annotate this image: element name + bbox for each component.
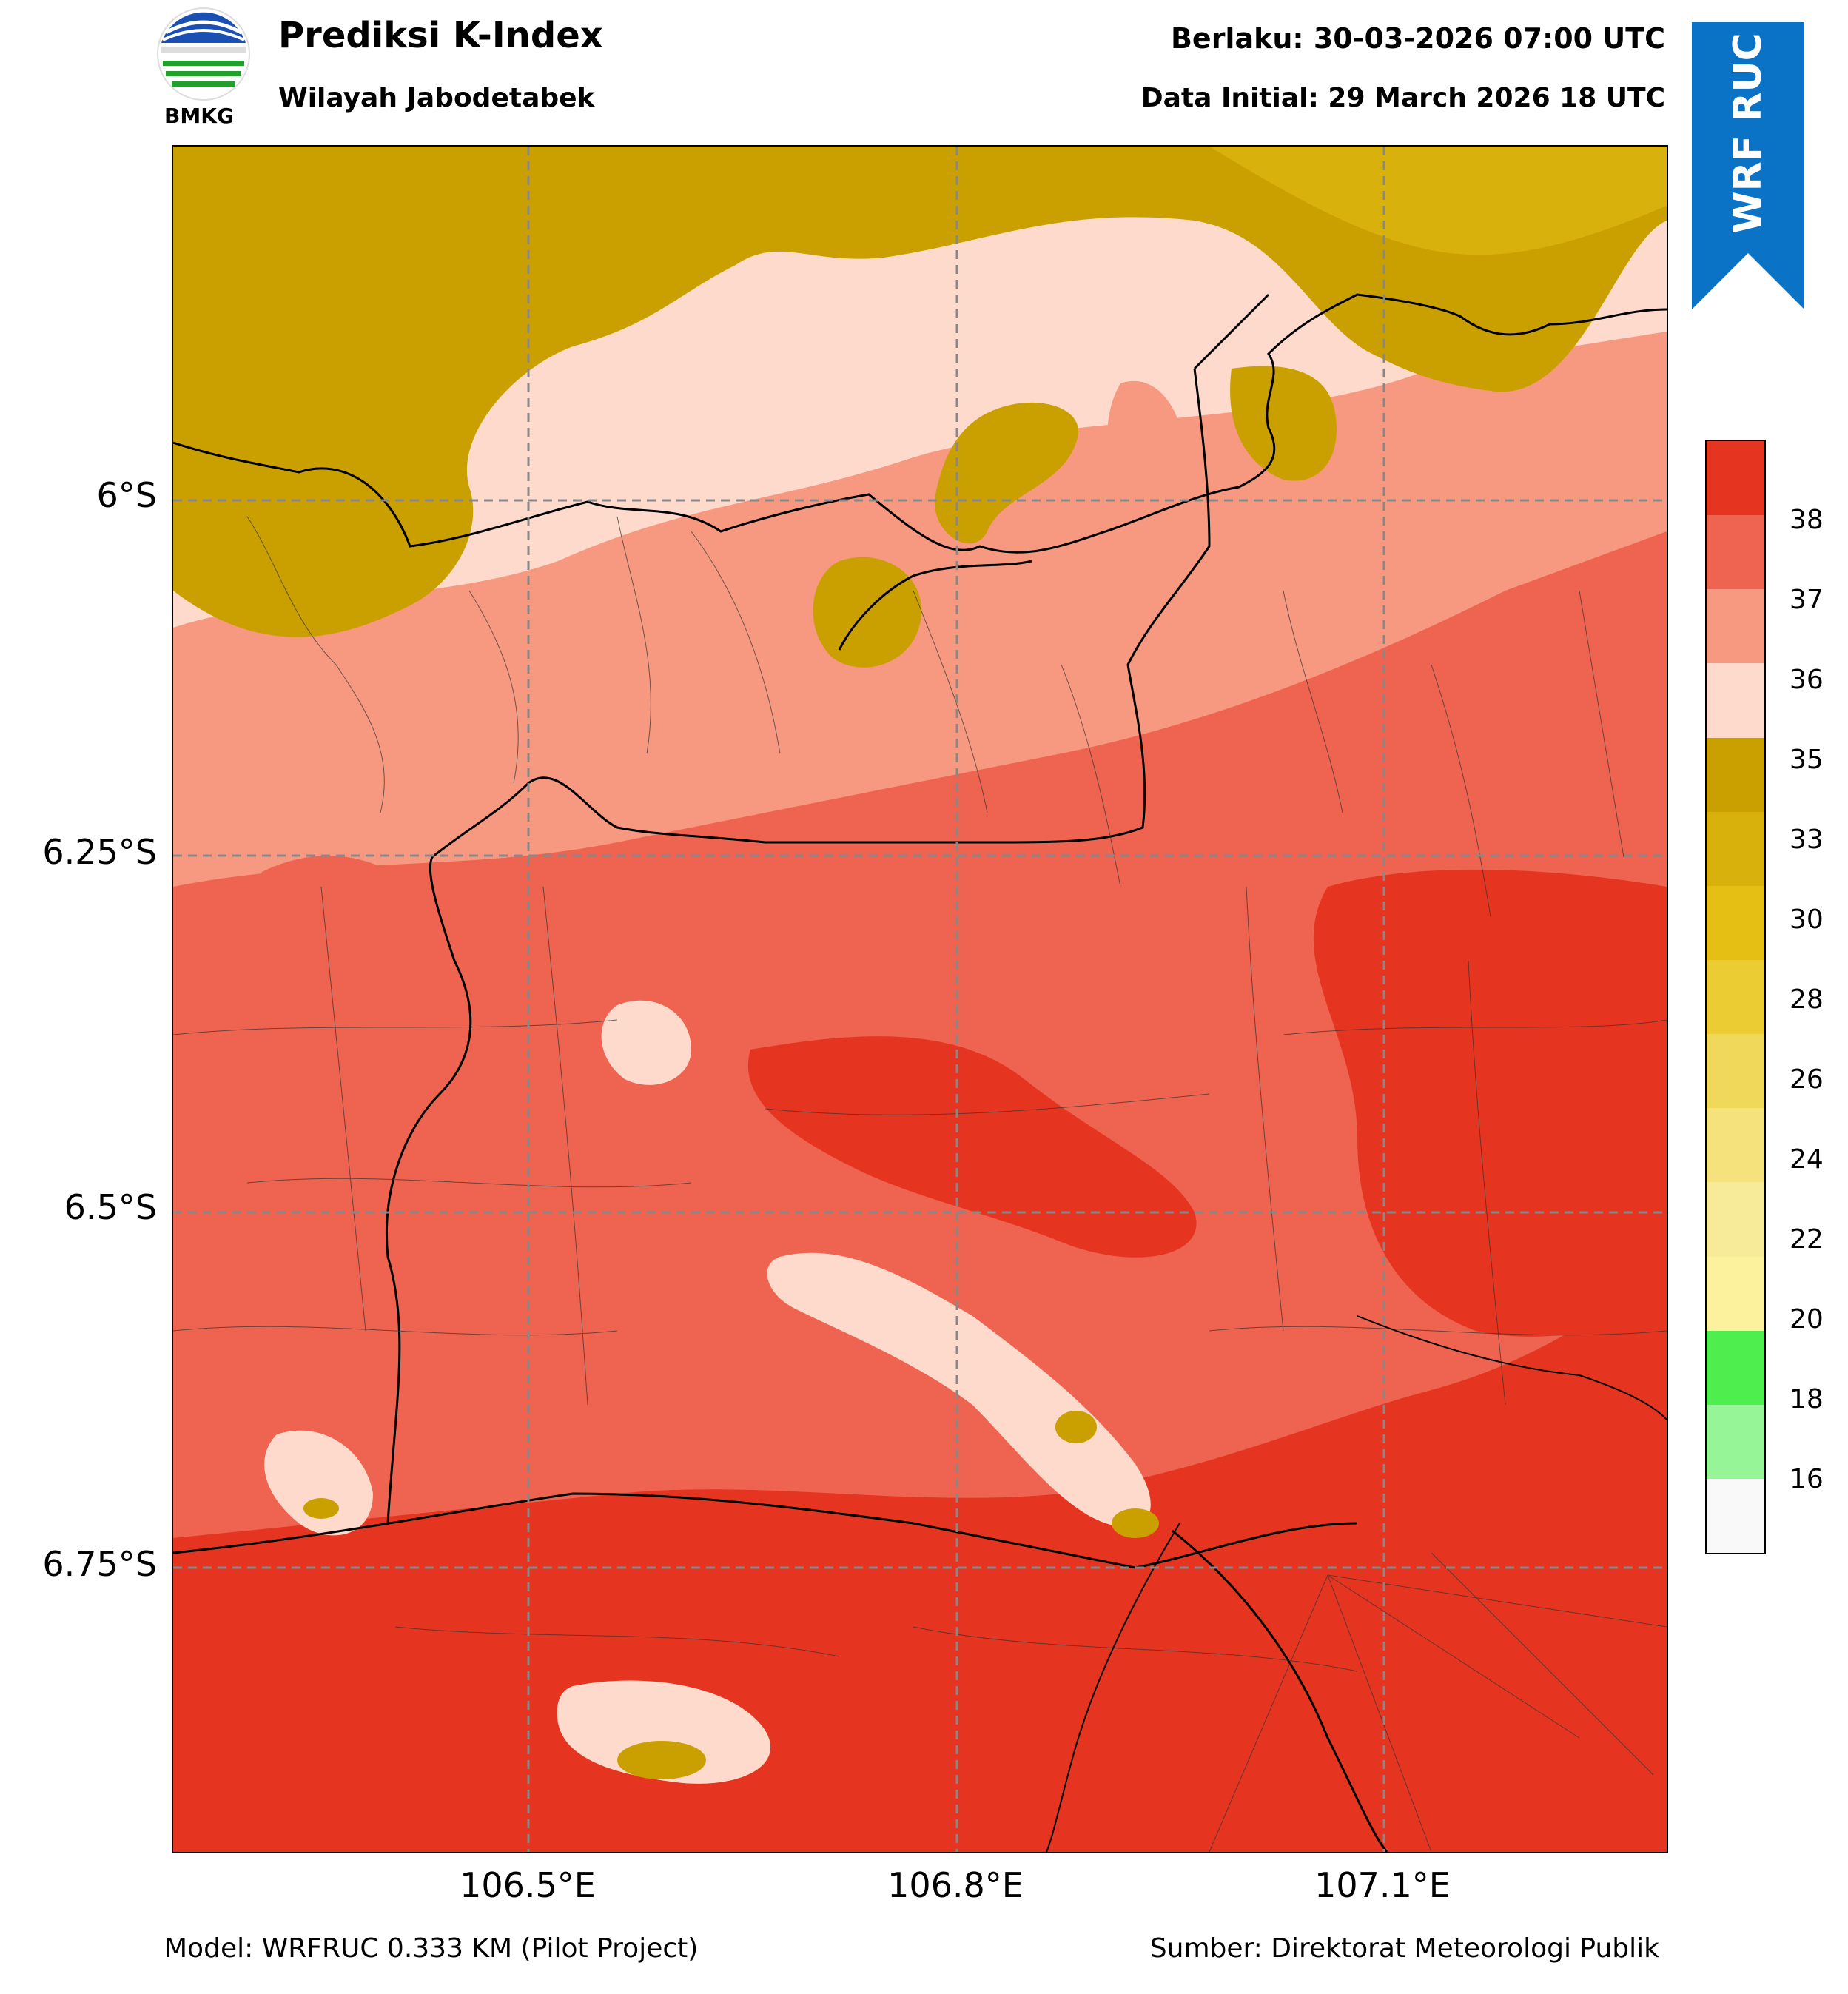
map-panel[interactable] — [172, 145, 1668, 1853]
colorbar-tick: 26 — [1790, 1064, 1824, 1095]
colorbar-segment — [1707, 885, 1764, 960]
lat-label-6-25s: 6.25°S — [42, 832, 157, 872]
lat-label-6s: 6°S — [96, 475, 157, 515]
colorbar-segment — [1707, 1478, 1764, 1554]
colorbar — [1705, 440, 1766, 1554]
colorbar-tick: 35 — [1790, 745, 1824, 775]
colorbar-tick: 20 — [1790, 1304, 1824, 1335]
bmkg-logo-icon — [157, 7, 250, 101]
colorbar-tick: 36 — [1790, 665, 1824, 695]
colorbar-segment — [1707, 663, 1764, 738]
initial-time: Data Initial: 29 March 2026 18 UTC — [1140, 83, 1665, 113]
page-subtitle: Wilayah Jabodetabek — [278, 83, 595, 113]
colorbar-tick: 18 — [1790, 1384, 1824, 1414]
valid-time: Berlaku: 30-03-2026 07:00 UTC — [1170, 22, 1665, 55]
page-title: Prediksi K-Index — [278, 15, 603, 56]
colorbar-tick: 38 — [1790, 505, 1824, 535]
colorbar-segment — [1707, 959, 1764, 1035]
colorbar-tick: 33 — [1790, 825, 1824, 855]
lon-label-106-5e: 106.5°E — [460, 1865, 596, 1905]
colorbar-segment — [1707, 737, 1764, 812]
source-footer: Sumber: Direktorat Meteorologi Publik — [1149, 1933, 1659, 1964]
colorbar-segment — [1707, 811, 1764, 886]
k-index-map — [173, 147, 1667, 1852]
colorbar-segment — [1707, 589, 1764, 664]
colorbar-segment — [1707, 1108, 1764, 1183]
colorbar-segment — [1707, 1330, 1764, 1405]
colorbar-segment — [1707, 515, 1764, 590]
ribbon-label: WRF RUC — [1726, 33, 1770, 234]
colorbar-segment — [1707, 1256, 1764, 1331]
logo-text: BMKG — [164, 104, 234, 128]
bmkg-logo — [155, 6, 252, 102]
colorbar-segment — [1707, 1034, 1764, 1109]
lon-label-107-1e: 107.1°E — [1314, 1865, 1451, 1905]
colorbar-tick: 30 — [1790, 904, 1824, 935]
colorbar-segment — [1707, 441, 1764, 516]
lat-label-6-75s: 6.75°S — [42, 1544, 157, 1584]
ribbon-shape — [1692, 22, 1804, 309]
lat-label-6-5s: 6.5°S — [64, 1187, 157, 1227]
colorbar-tick: 16 — [1790, 1464, 1824, 1494]
lon-label-106-8e: 106.8°E — [887, 1865, 1024, 1905]
colorbar-segment — [1707, 1404, 1764, 1479]
colorbar-tick: 37 — [1790, 585, 1824, 615]
model-ribbon: WRF RUC — [1692, 22, 1804, 309]
colorbar-segment — [1707, 1182, 1764, 1257]
model-footer: Model: WRFRUC 0.333 KM (Pilot Project) — [164, 1933, 699, 1964]
colorbar-tick: 28 — [1790, 984, 1824, 1015]
colorbar-tick: 24 — [1790, 1144, 1824, 1175]
colorbar-tick: 22 — [1790, 1224, 1824, 1255]
